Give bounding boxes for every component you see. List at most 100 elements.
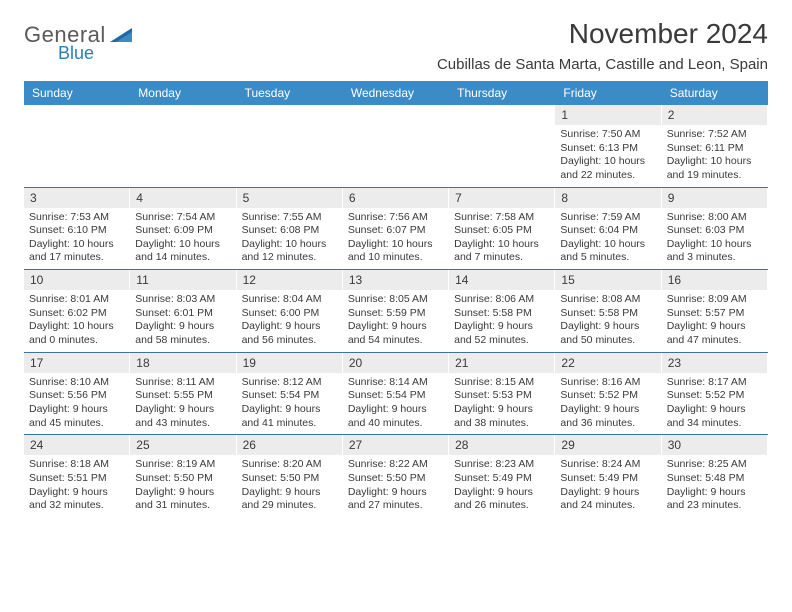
day-details: Sunrise: 8:06 AMSunset: 5:58 PMDaylight:… bbox=[449, 290, 554, 352]
daylight-line1: Daylight: 9 hours bbox=[242, 486, 337, 500]
sunset-text: Sunset: 5:50 PM bbox=[348, 472, 443, 486]
daylight-line1: Daylight: 9 hours bbox=[242, 320, 337, 334]
day-details: Sunrise: 7:50 AMSunset: 6:13 PMDaylight:… bbox=[555, 125, 660, 187]
sunset-text: Sunset: 6:10 PM bbox=[29, 224, 124, 238]
daylight-line2: and 7 minutes. bbox=[454, 251, 549, 265]
daylight-line2: and 27 minutes. bbox=[348, 499, 443, 513]
day-details: Sunrise: 8:05 AMSunset: 5:59 PMDaylight:… bbox=[343, 290, 448, 352]
day-number: 7 bbox=[449, 188, 554, 208]
daylight-line2: and 29 minutes. bbox=[242, 499, 337, 513]
sunset-text: Sunset: 5:58 PM bbox=[560, 307, 655, 321]
day-number: 6 bbox=[343, 188, 448, 208]
sunrise-text: Sunrise: 8:16 AM bbox=[560, 376, 655, 390]
brand-triangle-icon bbox=[110, 26, 136, 51]
day-number: 3 bbox=[24, 188, 129, 208]
sunset-text: Sunset: 6:04 PM bbox=[560, 224, 655, 238]
day-cell: 26Sunrise: 8:20 AMSunset: 5:50 PMDayligh… bbox=[237, 435, 343, 517]
day-number: 14 bbox=[449, 270, 554, 290]
daylight-line1: Daylight: 10 hours bbox=[560, 238, 655, 252]
daylight-line1: Daylight: 10 hours bbox=[29, 320, 124, 334]
sunset-text: Sunset: 5:57 PM bbox=[667, 307, 762, 321]
weekday-header: Friday bbox=[555, 81, 661, 105]
daylight-line2: and 41 minutes. bbox=[242, 417, 337, 431]
day-number bbox=[237, 105, 342, 111]
sunrise-text: Sunrise: 8:03 AM bbox=[135, 293, 230, 307]
day-details: Sunrise: 8:18 AMSunset: 5:51 PMDaylight:… bbox=[24, 455, 129, 517]
day-number bbox=[24, 105, 129, 111]
day-details: Sunrise: 8:01 AMSunset: 6:02 PMDaylight:… bbox=[24, 290, 129, 352]
sunset-text: Sunset: 5:50 PM bbox=[135, 472, 230, 486]
week-row: 17Sunrise: 8:10 AMSunset: 5:56 PMDayligh… bbox=[24, 353, 768, 436]
day-details: Sunrise: 8:10 AMSunset: 5:56 PMDaylight:… bbox=[24, 373, 129, 435]
day-cell: 10Sunrise: 8:01 AMSunset: 6:02 PMDayligh… bbox=[24, 270, 130, 352]
sunset-text: Sunset: 5:50 PM bbox=[242, 472, 337, 486]
daylight-line1: Daylight: 9 hours bbox=[560, 403, 655, 417]
sunset-text: Sunset: 5:52 PM bbox=[667, 389, 762, 403]
day-cell: 16Sunrise: 8:09 AMSunset: 5:57 PMDayligh… bbox=[662, 270, 768, 352]
day-number: 28 bbox=[449, 435, 554, 455]
day-number: 2 bbox=[662, 105, 767, 125]
day-details: Sunrise: 7:59 AMSunset: 6:04 PMDaylight:… bbox=[555, 208, 660, 270]
day-number: 4 bbox=[130, 188, 235, 208]
daylight-line2: and 50 minutes. bbox=[560, 334, 655, 348]
day-number: 19 bbox=[237, 353, 342, 373]
daylight-line2: and 22 minutes. bbox=[560, 169, 655, 183]
daylight-line1: Daylight: 9 hours bbox=[560, 320, 655, 334]
day-number: 21 bbox=[449, 353, 554, 373]
day-details: Sunrise: 8:23 AMSunset: 5:49 PMDaylight:… bbox=[449, 455, 554, 517]
week-row: 10Sunrise: 8:01 AMSunset: 6:02 PMDayligh… bbox=[24, 270, 768, 353]
sunrise-text: Sunrise: 8:14 AM bbox=[348, 376, 443, 390]
day-number: 12 bbox=[237, 270, 342, 290]
daylight-line1: Daylight: 9 hours bbox=[135, 486, 230, 500]
daylight-line1: Daylight: 10 hours bbox=[348, 238, 443, 252]
day-cell: 7Sunrise: 7:58 AMSunset: 6:05 PMDaylight… bbox=[449, 188, 555, 270]
day-cell: 24Sunrise: 8:18 AMSunset: 5:51 PMDayligh… bbox=[24, 435, 130, 517]
day-number: 24 bbox=[24, 435, 129, 455]
day-cell: 9Sunrise: 8:00 AMSunset: 6:03 PMDaylight… bbox=[662, 188, 768, 270]
calendar-grid: SundayMondayTuesdayWednesdayThursdayFrid… bbox=[24, 81, 768, 517]
sunrise-text: Sunrise: 8:24 AM bbox=[560, 458, 655, 472]
daylight-line2: and 52 minutes. bbox=[454, 334, 549, 348]
sunrise-text: Sunrise: 8:25 AM bbox=[667, 458, 762, 472]
sunrise-text: Sunrise: 7:53 AM bbox=[29, 211, 124, 225]
daylight-line1: Daylight: 9 hours bbox=[454, 320, 549, 334]
daylight-line2: and 19 minutes. bbox=[667, 169, 762, 183]
daylight-line2: and 40 minutes. bbox=[348, 417, 443, 431]
day-details: Sunrise: 8:20 AMSunset: 5:50 PMDaylight:… bbox=[237, 455, 342, 517]
day-number bbox=[130, 105, 235, 111]
day-cell bbox=[130, 105, 236, 187]
day-details: Sunrise: 7:58 AMSunset: 6:05 PMDaylight:… bbox=[449, 208, 554, 270]
day-details: Sunrise: 8:15 AMSunset: 5:53 PMDaylight:… bbox=[449, 373, 554, 435]
sunrise-text: Sunrise: 8:20 AM bbox=[242, 458, 337, 472]
sunset-text: Sunset: 6:08 PM bbox=[242, 224, 337, 238]
day-cell: 11Sunrise: 8:03 AMSunset: 6:01 PMDayligh… bbox=[130, 270, 236, 352]
day-cell: 29Sunrise: 8:24 AMSunset: 5:49 PMDayligh… bbox=[555, 435, 661, 517]
sunrise-text: Sunrise: 8:08 AM bbox=[560, 293, 655, 307]
daylight-line2: and 45 minutes. bbox=[29, 417, 124, 431]
sunset-text: Sunset: 5:48 PM bbox=[667, 472, 762, 486]
daylight-line2: and 24 minutes. bbox=[560, 499, 655, 513]
daylight-line1: Daylight: 9 hours bbox=[667, 403, 762, 417]
day-number: 1 bbox=[555, 105, 660, 125]
day-cell: 22Sunrise: 8:16 AMSunset: 5:52 PMDayligh… bbox=[555, 353, 661, 435]
day-cell: 5Sunrise: 7:55 AMSunset: 6:08 PMDaylight… bbox=[237, 188, 343, 270]
day-number: 8 bbox=[555, 188, 660, 208]
daylight-line1: Daylight: 10 hours bbox=[560, 155, 655, 169]
day-cell: 30Sunrise: 8:25 AMSunset: 5:48 PMDayligh… bbox=[662, 435, 768, 517]
sunset-text: Sunset: 6:05 PM bbox=[454, 224, 549, 238]
sunrise-text: Sunrise: 8:09 AM bbox=[667, 293, 762, 307]
day-number: 29 bbox=[555, 435, 660, 455]
sunrise-text: Sunrise: 8:00 AM bbox=[667, 211, 762, 225]
sunrise-text: Sunrise: 7:59 AM bbox=[560, 211, 655, 225]
sunrise-text: Sunrise: 7:52 AM bbox=[667, 128, 762, 142]
day-cell bbox=[237, 105, 343, 187]
sunset-text: Sunset: 5:51 PM bbox=[29, 472, 124, 486]
day-cell: 15Sunrise: 8:08 AMSunset: 5:58 PMDayligh… bbox=[555, 270, 661, 352]
day-cell: 19Sunrise: 8:12 AMSunset: 5:54 PMDayligh… bbox=[237, 353, 343, 435]
day-number: 10 bbox=[24, 270, 129, 290]
day-cell: 25Sunrise: 8:19 AMSunset: 5:50 PMDayligh… bbox=[130, 435, 236, 517]
sunrise-text: Sunrise: 8:12 AM bbox=[242, 376, 337, 390]
sunset-text: Sunset: 5:55 PM bbox=[135, 389, 230, 403]
sunset-text: Sunset: 5:58 PM bbox=[454, 307, 549, 321]
sunset-text: Sunset: 5:53 PM bbox=[454, 389, 549, 403]
